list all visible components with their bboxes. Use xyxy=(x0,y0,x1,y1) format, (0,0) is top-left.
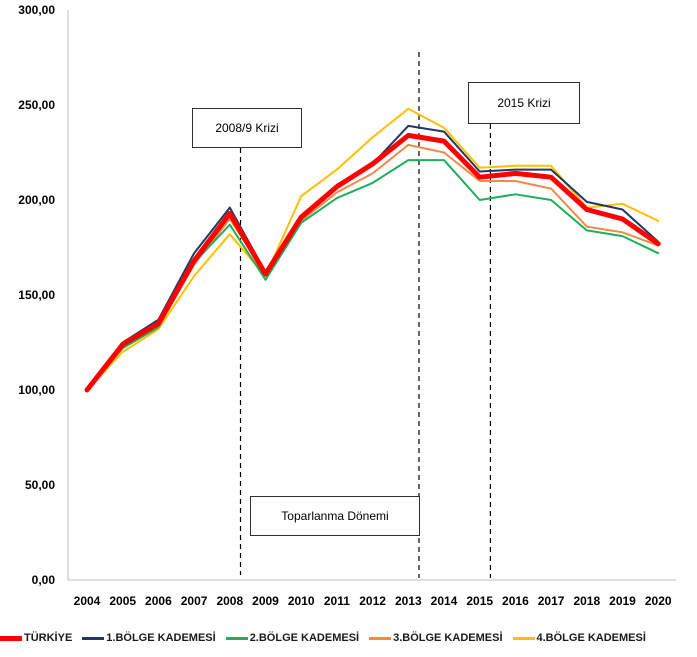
y-tick-label: 300,00 xyxy=(18,3,55,17)
legend-label-bolge-1: 1.BÖLGE KADEMESİ xyxy=(106,632,216,644)
legend-swatch-bolge-3 xyxy=(369,636,392,640)
legend-swatch-bolge-4 xyxy=(512,636,535,640)
y-axis-tick-labels: 0,00 50,00 100,00 150,00 200,00 250,00 300,00 xyxy=(18,3,55,587)
recovery-period-label: Toparlanma Dönemi xyxy=(281,509,389,523)
annotation-lines xyxy=(239,52,492,578)
crisis-2015-callout: 2015 Krizi xyxy=(468,82,580,124)
y-tick-label: 150,00 xyxy=(18,288,55,302)
y-tick-label: 0,00 xyxy=(32,573,56,587)
y-tick-label: 250,00 xyxy=(18,98,55,112)
legend-swatch-bolge-2 xyxy=(225,636,248,640)
series-line xyxy=(86,143,660,391)
crisis-2008-label: 2008/9 Krizi xyxy=(215,121,279,135)
legend-swatch-turkiye xyxy=(0,635,22,641)
x-tick-label: 2015 xyxy=(466,594,493,608)
legend: TÜRKİYE 1.BÖLGE KADEMESİ 2.BÖLGE KADEMES… xyxy=(0,626,697,650)
legend-item-turkiye: TÜRKİYE xyxy=(0,632,72,644)
series-lines xyxy=(84,107,661,393)
x-tick-label: 2013 xyxy=(395,594,422,608)
crisis-2008-callout: 2008/9 Krizi xyxy=(192,108,302,148)
x-tick-label: 2010 xyxy=(288,594,315,608)
x-tick-label: 2018 xyxy=(573,594,600,608)
x-tick-label: 2011 xyxy=(324,594,350,608)
series-line xyxy=(84,132,661,393)
legend-swatch-bolge-1 xyxy=(82,636,105,640)
series-line xyxy=(86,107,660,391)
legend-label-bolge-3: 3.BÖLGE KADEMESİ xyxy=(393,632,503,644)
legend-item-bolge-2: 2.BÖLGE KADEMESİ xyxy=(225,632,360,644)
x-tick-label: 2019 xyxy=(609,594,636,608)
x-tick-label: 2017 xyxy=(538,594,565,608)
recovery-period-callout: Toparlanma Dönemi xyxy=(250,496,420,536)
x-tick-label: 2006 xyxy=(145,594,172,608)
x-tick-label: 2012 xyxy=(359,594,386,608)
y-tick-label: 100,00 xyxy=(18,383,55,397)
x-tick-label: 2008 xyxy=(216,594,243,608)
x-tick-label: 2014 xyxy=(431,594,458,608)
legend-label-bolge-2: 2.BÖLGE KADEMESİ xyxy=(249,632,360,644)
y-tick-label: 50,00 xyxy=(25,478,55,492)
x-tick-label: 2020 xyxy=(645,594,672,608)
axes xyxy=(67,10,676,581)
legend-item-bolge-4: 4.BÖLGE KADEMESİ xyxy=(512,632,646,644)
x-tick-label: 2007 xyxy=(181,594,208,608)
x-tick-label: 2009 xyxy=(252,594,279,608)
crisis-2015-label: 2015 Krizi xyxy=(497,96,551,110)
legend-label-turkiye: TÜRKİYE xyxy=(24,632,73,644)
x-tick-label: 2016 xyxy=(502,594,529,608)
legend-item-bolge-1: 1.BÖLGE KADEMESİ xyxy=(82,632,216,644)
legend-label-bolge-4: 4.BÖLGE KADEMESİ xyxy=(536,632,646,644)
x-tick-label: 2005 xyxy=(109,594,136,608)
x-axis-tick-labels: 2004 2005 2006 2007 2008 2009 2010 2011 2012 2013… xyxy=(74,594,672,608)
line-chart: 0,0050,00100,00150,00200,00250,00300,00 … xyxy=(18,3,676,608)
legend-item-bolge-3: 3.BÖLGE KADEMESİ xyxy=(369,632,503,644)
x-tick-label: 2004 xyxy=(74,594,101,608)
y-tick-label: 200,00 xyxy=(18,193,55,207)
